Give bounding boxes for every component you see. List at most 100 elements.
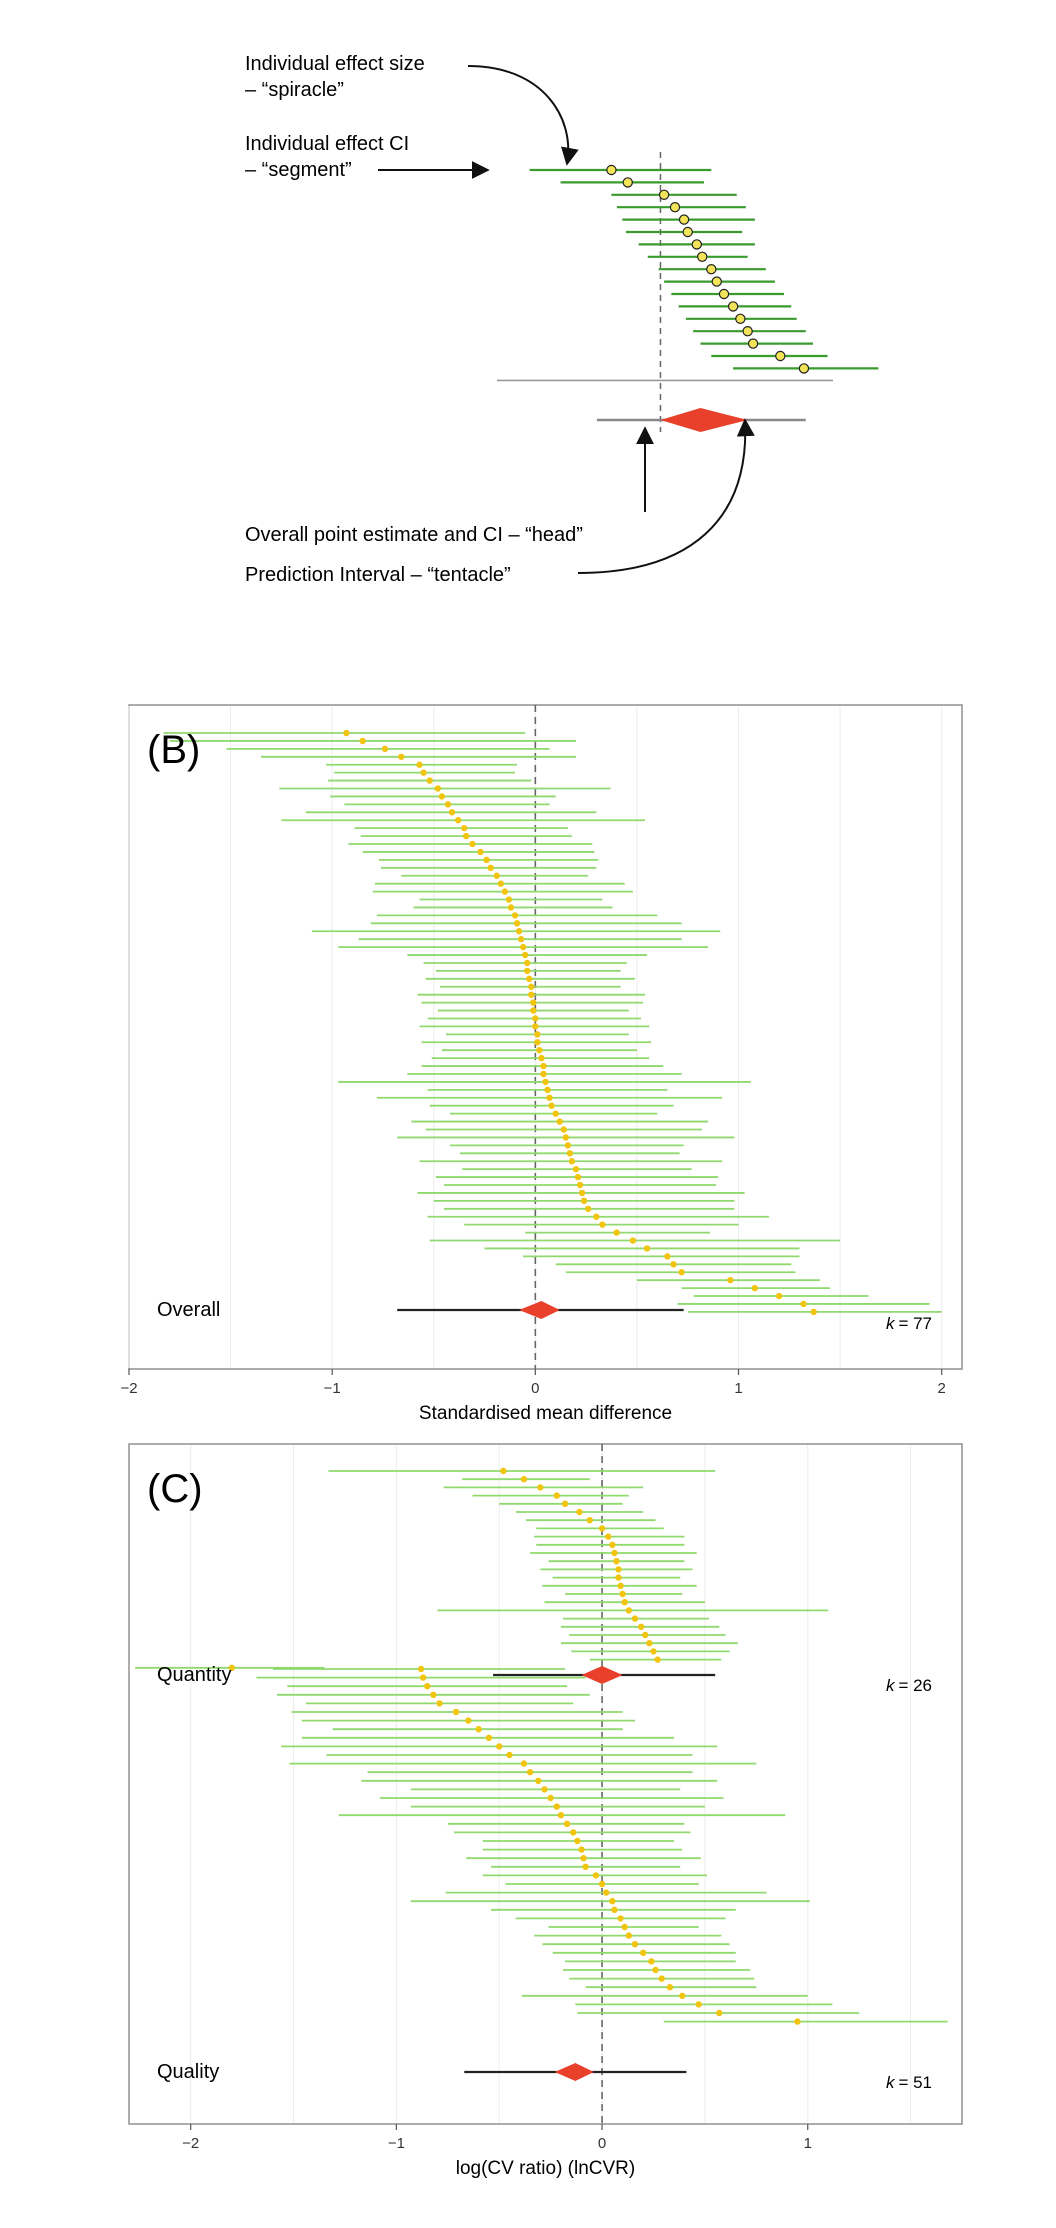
effect-point bbox=[511, 912, 519, 919]
effect-point bbox=[578, 1189, 586, 1197]
panel-a-annotations: Individual effect size – “spiracle” Indi… bbox=[245, 53, 755, 586]
effect-point bbox=[561, 1500, 569, 1508]
effect-point bbox=[580, 1197, 588, 1205]
effect-point bbox=[617, 1582, 624, 1590]
effect-point bbox=[343, 729, 350, 737]
effect-point bbox=[643, 1245, 651, 1252]
x-axis-label: Standardised mean difference bbox=[419, 1403, 672, 1424]
effect-point bbox=[642, 1631, 649, 1639]
effect-point bbox=[735, 313, 746, 324]
plot-frame bbox=[128, 704, 963, 1370]
group-diamond bbox=[581, 1666, 623, 1684]
effect-point bbox=[576, 1181, 584, 1189]
effect-point bbox=[706, 264, 717, 275]
effect-point bbox=[465, 1717, 472, 1724]
x-tick-label: −2 bbox=[182, 2135, 199, 2152]
effect-point bbox=[751, 1284, 758, 1292]
effect-point bbox=[438, 793, 446, 800]
effect-point bbox=[582, 1863, 589, 1871]
effect-point bbox=[606, 164, 617, 176]
effect-point bbox=[648, 1958, 655, 1965]
effect-point bbox=[711, 276, 722, 287]
k-value: = 51 bbox=[898, 2073, 932, 2092]
effect-point bbox=[553, 1803, 561, 1810]
effect-point bbox=[775, 1292, 783, 1300]
effect-point bbox=[420, 769, 427, 776]
x-tick-label: 0 bbox=[598, 2135, 606, 2152]
effect-point bbox=[621, 1599, 628, 1606]
effect-point bbox=[599, 1221, 606, 1228]
x-tick-label: −1 bbox=[388, 2135, 405, 2152]
effect-point bbox=[794, 2018, 801, 2025]
effect-point bbox=[593, 1213, 600, 1220]
group-label: Quantity bbox=[157, 1664, 231, 1686]
effect-point bbox=[679, 1992, 686, 2000]
k-symbol: k bbox=[886, 2073, 896, 2092]
effect-point bbox=[564, 1142, 572, 1149]
effect-point bbox=[454, 817, 462, 824]
effect-point bbox=[592, 1872, 600, 1879]
effect-point bbox=[548, 1102, 555, 1109]
k-symbol: k bbox=[886, 1314, 896, 1333]
group-label: Quality bbox=[157, 2061, 219, 2083]
effect-point bbox=[578, 1846, 585, 1853]
effect-point bbox=[544, 1086, 551, 1094]
effect-point bbox=[532, 1015, 539, 1022]
effect-point bbox=[622, 177, 633, 188]
effect-point bbox=[562, 1134, 570, 1141]
effect-point bbox=[742, 326, 753, 337]
k-count-label: k = 51 bbox=[886, 2073, 932, 2092]
label-effect-ci-line2: – “segment” bbox=[245, 159, 352, 181]
effect-point bbox=[477, 848, 484, 856]
effect-point bbox=[546, 1094, 553, 1101]
effect-point bbox=[727, 1276, 734, 1284]
effect-point bbox=[652, 1966, 659, 1974]
effect-point bbox=[798, 363, 810, 374]
effect-point bbox=[507, 904, 515, 911]
effect-point bbox=[359, 737, 366, 745]
label-effect-size-line1: Individual effect size bbox=[245, 53, 425, 75]
effect-point bbox=[501, 888, 509, 895]
effect-point bbox=[506, 1751, 513, 1759]
effect-point bbox=[536, 1047, 543, 1054]
effect-point bbox=[775, 350, 786, 362]
effect-point bbox=[576, 1508, 583, 1516]
effect-point bbox=[613, 1558, 620, 1565]
effect-point bbox=[483, 856, 490, 864]
effect-point bbox=[530, 999, 537, 1006]
label-prediction: Prediction Interval – “tentacle” bbox=[245, 564, 511, 586]
effect-point bbox=[537, 1484, 544, 1491]
panel-tag: (C) bbox=[147, 1467, 203, 1511]
effect-point bbox=[611, 1549, 618, 1557]
effect-point bbox=[538, 1054, 545, 1062]
effect-point bbox=[658, 1975, 665, 1982]
effect-point bbox=[727, 301, 739, 312]
effect-point bbox=[540, 1062, 547, 1070]
k-value: = 26 bbox=[898, 1676, 932, 1695]
effect-point bbox=[448, 809, 456, 816]
effect-point bbox=[678, 1269, 685, 1276]
effect-point bbox=[646, 1640, 653, 1647]
effect-point bbox=[463, 832, 470, 840]
effect-point bbox=[669, 201, 681, 213]
effect-point bbox=[398, 753, 405, 760]
effect-point bbox=[747, 338, 759, 349]
effect-point bbox=[639, 1949, 647, 1957]
effect-point bbox=[570, 1829, 577, 1836]
effect-point bbox=[574, 1173, 582, 1181]
effect-point bbox=[664, 1253, 671, 1260]
effect-point bbox=[526, 975, 533, 983]
plot-frame bbox=[128, 1443, 963, 2125]
effect-point bbox=[528, 991, 535, 998]
effect-point bbox=[436, 1700, 443, 1707]
effect-point bbox=[475, 1726, 482, 1733]
effect-point bbox=[541, 1786, 548, 1793]
effect-point bbox=[609, 1898, 616, 1905]
k-count-label: k = 77 bbox=[886, 1314, 932, 1333]
effect-point bbox=[810, 1308, 817, 1316]
arrow-prediction-interval bbox=[577, 418, 755, 574]
arrow-effect-size bbox=[467, 65, 579, 166]
effect-point bbox=[493, 872, 500, 879]
effect-point bbox=[605, 1533, 612, 1540]
x-axis-label: log(CV ratio) (lnCVR) bbox=[456, 2158, 635, 2179]
